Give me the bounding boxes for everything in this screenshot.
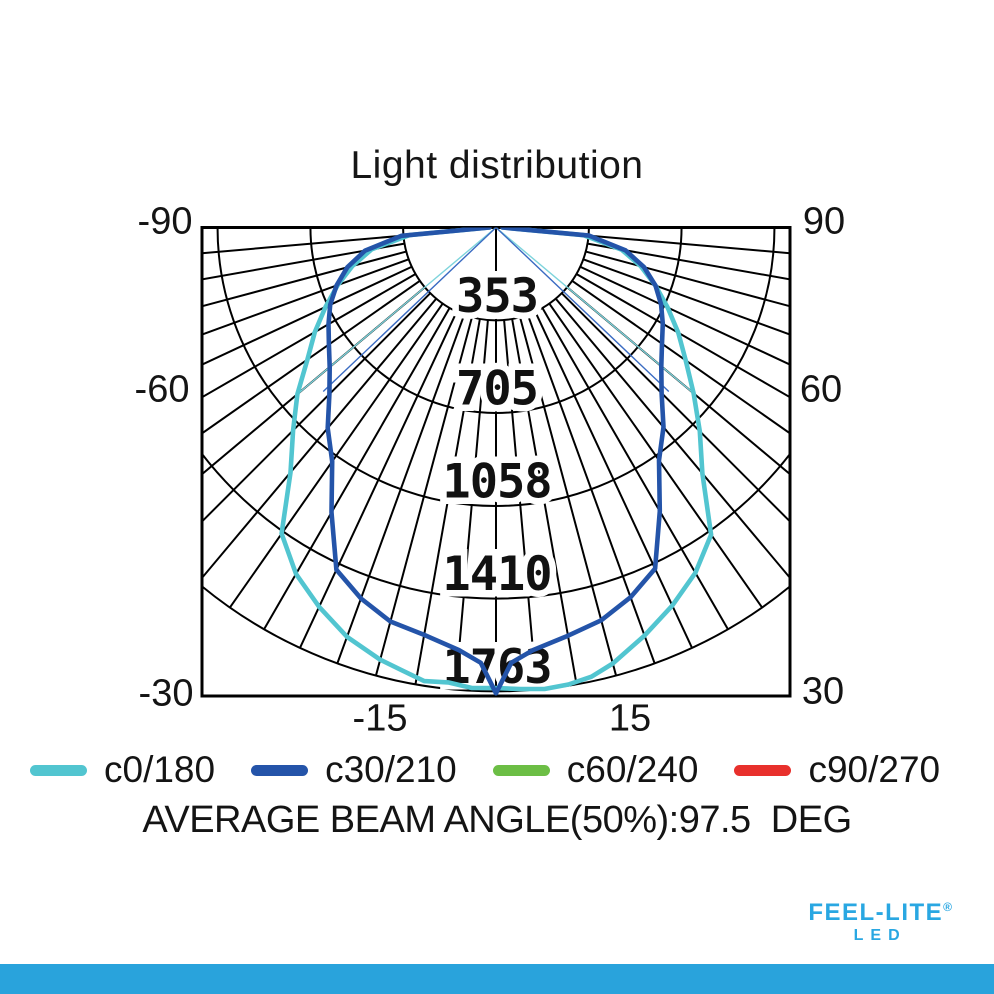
- angle-tick-label: 60: [799, 368, 843, 411]
- angle-ray: [575, 273, 790, 399]
- legend-item-c0-180: c0/180: [30, 749, 215, 791]
- angle-ray: [454, 319, 489, 690]
- angle-ray: [202, 234, 404, 255]
- angle-ray: [541, 307, 729, 630]
- angle-ray: [202, 242, 405, 281]
- chart-title: Light distribution: [350, 144, 644, 187]
- radial-tick-label: 353: [456, 269, 538, 324]
- angle-ray: [548, 303, 763, 609]
- angle-tick-label: -30: [138, 672, 194, 715]
- angle-ray: [587, 242, 790, 281]
- radial-tick-label: 1410: [442, 547, 551, 602]
- angle-ray: [414, 318, 481, 685]
- angle-ray: [202, 265, 413, 366]
- angle-ray: [534, 311, 694, 649]
- angle-ray: [229, 303, 444, 609]
- angle-ray: [503, 319, 538, 690]
- legend-label: c30/210: [325, 749, 457, 790]
- angle-ray: [511, 318, 578, 685]
- brand-sub: LED: [853, 927, 907, 944]
- angle-ray: [202, 292, 432, 523]
- angle-ray: [526, 314, 656, 664]
- angle-tick-label: 30: [801, 670, 845, 713]
- beam-angle-text: AVERAGE BEAM ANGLE(50%):97.5 DEG: [142, 799, 852, 841]
- brand-name: FEEL-LITE®: [808, 899, 952, 926]
- angle-ray: [579, 265, 790, 366]
- angle-ray: [582, 258, 790, 336]
- footer-bar: [0, 964, 994, 994]
- legend-swatch: [251, 764, 309, 776]
- beam-angle-line: [322, 227, 497, 392]
- angle-ray: [571, 279, 790, 435]
- angle-tick-label: 90: [802, 200, 846, 243]
- legend-item-c90-270: c90/270: [734, 749, 940, 791]
- angle-ray: [202, 273, 417, 399]
- angle-tick-label: -90: [137, 200, 193, 243]
- legend-item-c60-240: c60/240: [492, 749, 699, 791]
- polar-grid: [202, 227, 790, 696]
- angle-tick-label: 15: [608, 697, 652, 740]
- intensity-curves: [279, 227, 714, 696]
- angle-ray: [554, 298, 790, 580]
- curve-c0-180: [279, 227, 714, 692]
- legend-label: c90/270: [808, 749, 941, 790]
- legend-label: c0/180: [104, 749, 216, 790]
- beam-angle-line: [495, 227, 670, 392]
- radial-tick-label: 705: [456, 362, 538, 417]
- legend-swatch: [734, 764, 792, 776]
- legend-item-c30-210: c30/210: [251, 749, 457, 791]
- angle-ray: [560, 292, 790, 523]
- angle-tick-label: -15: [352, 697, 408, 740]
- angle-ray: [588, 234, 790, 255]
- legend: c0/180 c30/210 c60/240 c90/270: [30, 749, 940, 791]
- angle-ray: [374, 316, 473, 676]
- legend-swatch: [492, 764, 550, 776]
- curve-c30-210: [325, 227, 666, 696]
- angle-ray: [202, 258, 410, 336]
- registered-mark-icon: ®: [943, 900, 952, 914]
- angle-ray: [336, 314, 466, 664]
- angle-ray: [202, 298, 438, 580]
- radial-tick-label: 1058: [442, 454, 551, 509]
- angle-ray: [298, 311, 458, 649]
- brand-logo: FEEL-LITE® LED: [808, 901, 952, 944]
- angle-ray: [202, 279, 421, 435]
- legend-swatch: [30, 764, 87, 776]
- angle-ray: [519, 316, 618, 676]
- angle-tick-label: -60: [134, 368, 190, 411]
- legend-label: c60/240: [566, 749, 699, 790]
